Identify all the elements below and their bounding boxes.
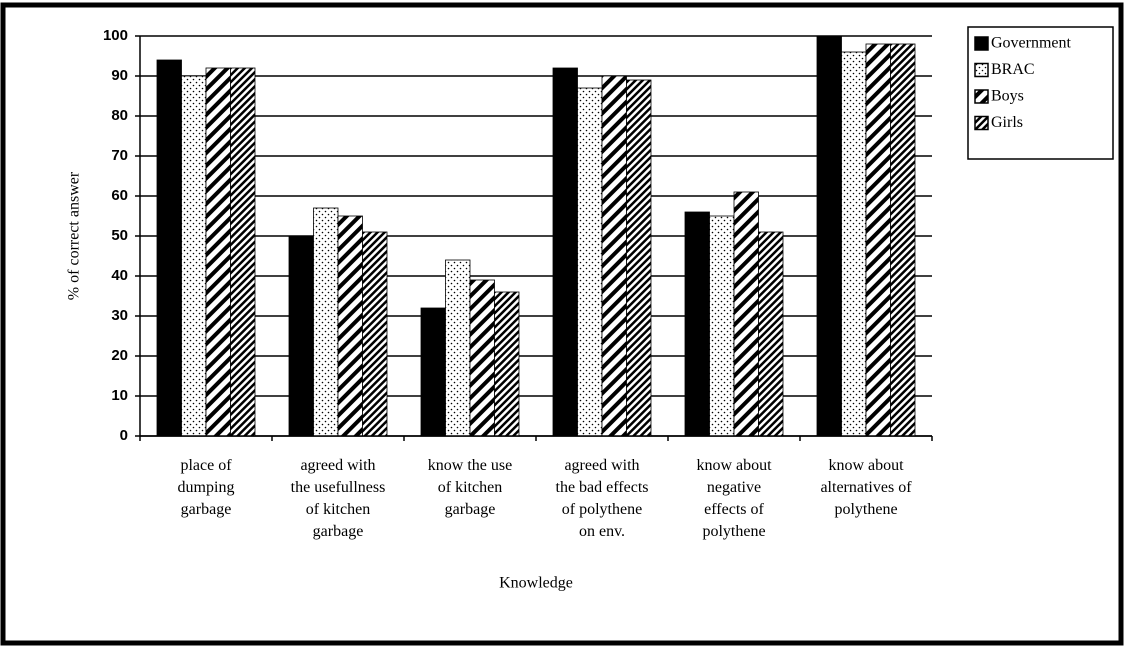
x-tick-label: agreed with the usefullness of kitchen garb… bbox=[291, 457, 386, 540]
y-tick-label: 40 bbox=[111, 267, 128, 284]
bar bbox=[494, 291, 520, 437]
legend-swatch bbox=[974, 62, 989, 78]
bar bbox=[816, 35, 842, 437]
x-tick-label: agreed with the bad effects of polythene on… bbox=[556, 457, 649, 540]
legend-label: Girls bbox=[991, 114, 1023, 131]
y-tick-label: 90 bbox=[111, 67, 128, 84]
bar bbox=[420, 307, 446, 437]
y-tick-label: 80 bbox=[111, 107, 128, 124]
bar bbox=[890, 43, 916, 437]
bar bbox=[865, 43, 891, 437]
bar bbox=[181, 75, 207, 437]
bar bbox=[230, 67, 256, 437]
bar bbox=[156, 59, 182, 437]
legend-label: Boys bbox=[991, 88, 1024, 105]
x-tick-label: know about negative effects of polythene bbox=[696, 457, 772, 540]
bar bbox=[709, 215, 735, 437]
y-tick-label: 0 bbox=[120, 427, 128, 444]
bar bbox=[205, 67, 231, 437]
y-tick-label: 60 bbox=[111, 187, 128, 204]
y-tick-label: 20 bbox=[111, 347, 128, 364]
bar bbox=[601, 75, 627, 437]
x-tick-label: know the use of kitchen garbage bbox=[428, 457, 512, 518]
bar bbox=[758, 231, 784, 437]
bar bbox=[362, 231, 388, 437]
bar bbox=[313, 207, 339, 437]
bar bbox=[684, 211, 710, 437]
legend-label: BRAC bbox=[991, 61, 1035, 78]
bar bbox=[288, 235, 314, 437]
bar bbox=[337, 215, 363, 437]
bar bbox=[469, 279, 495, 437]
x-tick-label: know about alternatives of polythene bbox=[820, 457, 912, 518]
y-tick-label: 10 bbox=[111, 387, 128, 404]
y-tick-label: 70 bbox=[111, 147, 128, 164]
y-tick-label: 30 bbox=[111, 307, 128, 324]
legend-label: Government bbox=[991, 35, 1072, 52]
bar bbox=[445, 259, 471, 437]
legend-swatch bbox=[974, 89, 989, 104]
legend-box bbox=[967, 26, 1114, 160]
y-tick-label: 50 bbox=[111, 227, 128, 244]
bar bbox=[733, 191, 759, 437]
y-axis-label: % of correct answer bbox=[66, 171, 83, 300]
bar bbox=[552, 67, 578, 437]
x-tick-label: place of dumping garbage bbox=[178, 457, 235, 518]
legend-swatch bbox=[974, 36, 989, 51]
x-axis-label: Knowledge bbox=[499, 575, 573, 592]
bar bbox=[841, 51, 867, 437]
bar bbox=[626, 79, 652, 437]
legend-swatch bbox=[974, 115, 989, 131]
bar bbox=[577, 87, 603, 437]
y-tick-label: 100 bbox=[103, 27, 128, 44]
